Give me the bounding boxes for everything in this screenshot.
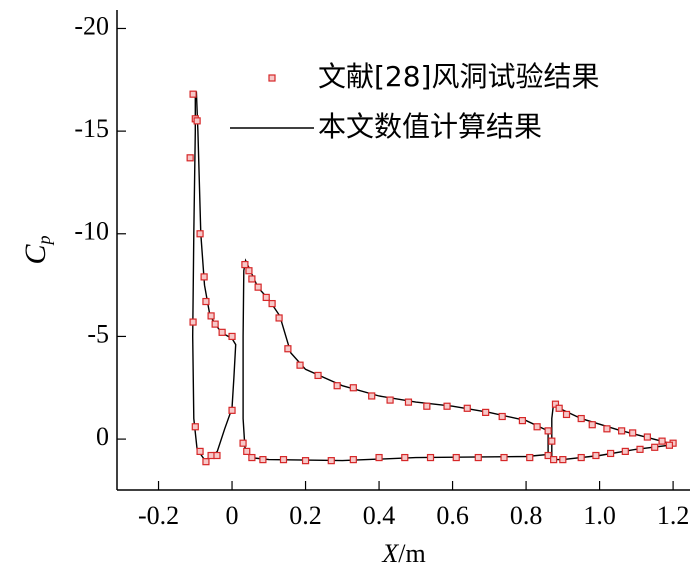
data-point: [243, 447, 251, 456]
data-point: [202, 297, 210, 306]
data-point: [196, 230, 204, 238]
data-point: [629, 429, 637, 437]
data-point: [211, 320, 219, 328]
data-point: [228, 406, 236, 414]
data-point: [636, 445, 644, 453]
data-point: [426, 453, 435, 462]
data-point: [200, 273, 208, 281]
data-point: [248, 453, 256, 462]
data-point: [189, 90, 197, 98]
data-point: [621, 447, 629, 456]
data-point: [474, 453, 482, 462]
x-tick-label: 0.8: [510, 501, 543, 530]
y-tick-label: -20: [74, 11, 109, 40]
data-point: [333, 382, 341, 390]
data-point: [665, 441, 674, 449]
data-point: [500, 453, 508, 462]
data-point: [327, 457, 335, 465]
data-point: [562, 410, 571, 419]
data-point: [254, 283, 262, 291]
data-point: [268, 299, 276, 308]
x-tick-label: 0.2: [289, 501, 322, 530]
data-point: [533, 423, 541, 431]
x-tick-label: 0: [226, 501, 239, 530]
data-point: [202, 458, 210, 466]
data-point: [518, 417, 527, 425]
data-point: [213, 451, 221, 460]
data-point: [349, 456, 357, 464]
data-point: [577, 453, 585, 462]
x-tick-label: -0.2: [138, 501, 179, 530]
y-tick-label: -10: [74, 217, 109, 246]
data-point: [368, 392, 376, 400]
data-point: [262, 293, 270, 302]
data-point: [207, 451, 215, 460]
data-point: [603, 425, 611, 433]
data-point: [186, 154, 194, 162]
data-point: [301, 457, 310, 465]
data-line: [191, 91, 671, 462]
data-point: [551, 400, 560, 408]
y-tick-label: -15: [74, 114, 109, 143]
data-point: [643, 433, 651, 441]
data-point: [248, 275, 256, 283]
data-point: [259, 456, 267, 464]
x-tick-label: 1.2: [657, 501, 690, 530]
data-point: [189, 318, 197, 326]
data-point: [423, 402, 431, 410]
data-point: [607, 449, 615, 458]
data-point: [245, 267, 253, 275]
y-tick-label: -5: [87, 319, 109, 348]
y-axis-label: Cp: [19, 235, 54, 264]
data-point: [196, 447, 204, 456]
data-point: [375, 453, 383, 462]
x-tick-label: 1.0: [583, 501, 616, 530]
data-point: [548, 437, 556, 445]
data-point: [239, 439, 247, 447]
data-point: [577, 414, 585, 423]
data-point: [544, 427, 552, 435]
data-point: [592, 451, 600, 460]
data-point: [279, 456, 288, 464]
data-point: [482, 408, 490, 416]
x-tick-label: 0.4: [363, 501, 396, 530]
y-tick-label: 0: [96, 422, 109, 451]
data-point: [544, 451, 552, 460]
data-point: [618, 427, 626, 435]
data-point: [526, 453, 534, 462]
data-point: [550, 456, 558, 464]
data-point: [193, 117, 201, 125]
data-point: [498, 412, 506, 421]
data-point: [284, 345, 292, 353]
data-point: [191, 423, 199, 431]
data-point: [241, 260, 249, 269]
x-tick-label: 0.6: [436, 501, 469, 530]
legend-label: 文献[28]风洞试验结果: [318, 60, 599, 93]
data-point: [296, 361, 304, 369]
data-point: [228, 332, 236, 341]
data-point: [651, 443, 659, 451]
data-point: [275, 314, 283, 322]
data-point: [588, 421, 596, 429]
data-point: [218, 328, 226, 336]
data-point: [658, 437, 666, 445]
data-point: [207, 312, 215, 320]
data-point: [349, 384, 357, 392]
data-point: [401, 453, 409, 462]
data-point: [443, 402, 451, 410]
data-point: [404, 398, 413, 406]
data-point: [559, 456, 567, 464]
legend-marker: [268, 74, 276, 82]
legend-label: 本文数值计算结果: [318, 110, 542, 143]
x-axis-label: X/m: [381, 539, 425, 568]
data-point: [555, 404, 563, 412]
data-point: [452, 453, 460, 462]
data-point: [314, 371, 322, 380]
data-point: [463, 404, 471, 412]
data-point: [386, 396, 394, 404]
